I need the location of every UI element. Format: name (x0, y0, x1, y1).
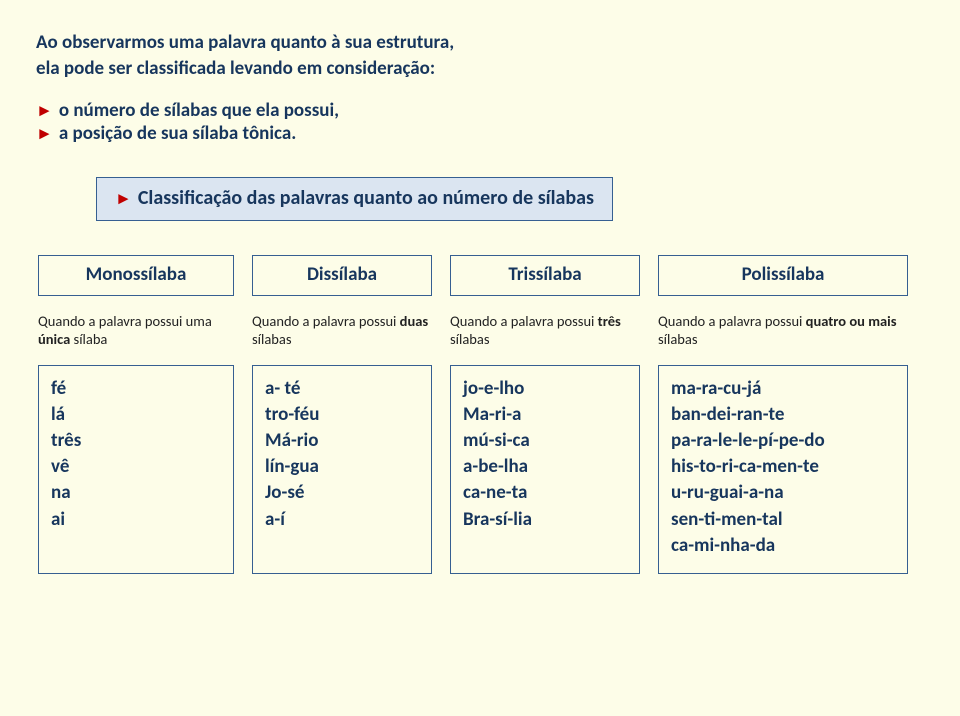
examples-box: ma-ra-cu-já ban-dei-ran-te pa-ra-le-le-p… (658, 365, 908, 575)
example-word: u-ru-guai-a-na (671, 480, 895, 506)
example-word: lá (51, 402, 221, 428)
desc-part: sílaba (70, 330, 107, 348)
desc-bold: quatro ou mais (806, 312, 897, 330)
column-polissilaba: Polissílaba Quando a palavra possui quat… (658, 255, 908, 574)
example-word: pa-ra-le-le-pí-pe-do (671, 428, 895, 454)
desc-bold: única (38, 330, 70, 348)
column-trissilaba: Trissílaba Quando a palavra possui três … (450, 255, 640, 574)
column-title: Monossílaba (38, 255, 234, 296)
column-description: Quando a palavra possui uma única sílaba (38, 312, 234, 348)
example-word: his-to-ri-ca-men-te (671, 454, 895, 480)
intro-line-2: ela pode ser classificada levando em con… (36, 56, 924, 82)
column-title: Dissílaba (252, 255, 432, 296)
section-title: Classificação das palavras quanto ao núm… (138, 186, 594, 210)
triangle-icon: ► (115, 188, 132, 209)
example-word: na (51, 480, 221, 506)
triangle-icon: ► (36, 123, 53, 144)
example-word: a-be-lha (463, 454, 627, 480)
example-word: sen-ti-men-tal (671, 507, 895, 533)
example-word: lín-gua (265, 454, 419, 480)
example-word: fé (51, 376, 221, 402)
section-title-box: ► Classificação das palavras quanto ao n… (96, 177, 613, 221)
desc-part: sílabas (450, 330, 490, 348)
example-word: ca-mi-nha-da (671, 533, 895, 559)
example-word: Jo-sé (265, 480, 419, 506)
example-word: mú-si-ca (463, 428, 627, 454)
example-word: jo-e-lho (463, 376, 627, 402)
example-word: ai (51, 507, 221, 533)
column-description: Quando a palavra possui duas sílabas (252, 312, 432, 348)
desc-part: Quando a palavra possui (450, 312, 598, 330)
intro-text: Ao observarmos uma palavra quanto à sua … (36, 30, 924, 81)
example-word: Bra-sí-lia (463, 507, 627, 533)
desc-bold: duas (400, 312, 429, 330)
column-title: Trissílaba (450, 255, 640, 296)
column-title: Polissílaba (658, 255, 908, 296)
desc-bold: três (598, 312, 621, 330)
column-description: Quando a palavra possui três sílabas (450, 312, 640, 348)
desc-part: Quando a palavra possui (658, 312, 806, 330)
bullet-item: ► o número de sílabas que ela possui, (36, 99, 924, 122)
example-word: ban-dei-ran-te (671, 402, 895, 428)
column-description: Quando a palavra possui quatro ou mais s… (658, 312, 908, 348)
example-word: tro-féu (265, 402, 419, 428)
examples-box: a- té tro-féu Má-rio lín-gua Jo-sé a-í (252, 365, 432, 575)
example-word: três (51, 428, 221, 454)
desc-part: Quando a palavra possui (252, 312, 400, 330)
example-word: Má-rio (265, 428, 419, 454)
example-word: ma-ra-cu-já (671, 376, 895, 402)
desc-part: sílabas (252, 330, 292, 348)
examples-box: fé lá três vê na ai (38, 365, 234, 575)
bullet-text: o número de sílabas que ela possui, (59, 99, 339, 122)
bullet-text: a posição de sua sílaba tônica. (59, 122, 297, 145)
example-word: ca-ne-ta (463, 480, 627, 506)
column-monossilaba: Monossílaba Quando a palavra possui uma … (38, 255, 234, 574)
example-word: a-í (265, 507, 419, 533)
column-dissilaba: Dissílaba Quando a palavra possui duas s… (252, 255, 432, 574)
triangle-icon: ► (36, 100, 53, 121)
example-word: a- té (265, 376, 419, 402)
bullet-item: ► a posição de sua sílaba tônica. (36, 122, 924, 145)
example-word: vê (51, 454, 221, 480)
columns-wrap: Monossílaba Quando a palavra possui uma … (36, 255, 924, 574)
bullet-list: ► o número de sílabas que ela possui, ► … (36, 99, 924, 145)
example-word: Ma-ri-a (463, 402, 627, 428)
examples-box: jo-e-lho Ma-ri-a mú-si-ca a-be-lha ca-ne… (450, 365, 640, 575)
desc-part: Quando a palavra possui uma (38, 312, 212, 330)
desc-part: sílabas (658, 330, 698, 348)
intro-line-1: Ao observarmos uma palavra quanto à sua … (36, 30, 924, 56)
